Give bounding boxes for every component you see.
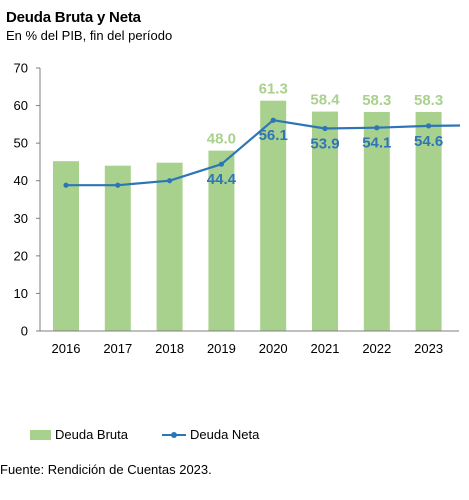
point-deuda-neta-2016 [63,182,69,188]
data-label-deuda-neta: 53.9 [310,135,339,152]
bar-deuda-bruta-2019 [208,150,235,331]
legend-swatch-line [162,430,186,440]
data-label-deuda-bruta: 58.4 [310,92,340,109]
point-deuda-neta-2021 [322,125,328,132]
bar-deuda-bruta-2017 [104,165,131,331]
y-tick-label: 60 [14,98,28,113]
data-label-deuda-bruta: 58.3 [414,92,443,109]
bar-deuda-bruta-2018 [156,162,183,331]
x-tick-label: 2020 [259,341,288,356]
point-deuda-neta-2022 [374,125,380,131]
x-tick-label: 2018 [155,341,184,356]
data-label-deuda-neta: 56.1 [259,127,288,144]
legend-label-deuda-neta: Deuda Neta [190,427,260,442]
x-tick-label: 2023 [414,341,443,356]
data-label-deuda-bruta: 61.3 [259,81,288,98]
bar-deuda-bruta-2023 [415,111,442,331]
legend-item-deuda-bruta: Deuda Bruta [30,427,128,442]
x-tick-label: 2021 [311,341,340,356]
debt-chart: 0 10 20 30 40 50 60 70 2016 2017 2018 2019 2020 2021 2… [14,61,461,356]
y-tick-label: 30 [14,211,28,226]
y-tick-label: 10 [14,286,28,301]
x-tick-label: 2022 [362,341,391,356]
y-tick-label: 40 [14,173,28,188]
legend-swatch-bar [30,429,51,440]
y-tick-label: 0 [21,324,28,339]
point-deuda-neta-2017 [115,182,121,188]
point-deuda-neta-2019 [218,161,224,167]
data-label-deuda-neta: 54.1 [362,135,391,152]
data-label-deuda-neta: 54.6 [414,133,443,150]
y-tick-label: 70 [14,61,28,76]
point-deuda-neta-2020 [270,117,276,123]
chart-subtitle: En % del PIB, fin del período [6,28,173,43]
point-deuda-neta-2018 [167,178,173,184]
bar-deuda-bruta-2022 [363,111,390,331]
legend-label-deuda-bruta: Deuda Bruta [55,427,128,442]
chart-title: Deuda Bruta y Neta [6,9,141,26]
bar-deuda-bruta-2020 [260,100,287,332]
legend-item-deuda-neta: Deuda Neta [162,427,259,442]
chart-legend: Deuda Bruta Deuda Neta [30,427,293,442]
bar-deuda-bruta-2016 [53,161,79,331]
data-label-deuda-bruta: 58.3 [362,92,391,109]
bar-deuda-bruta-2021 [312,111,338,331]
data-label-deuda-bruta: 48.0 [207,131,236,148]
y-tick-label: 50 [14,136,28,151]
point-deuda-neta-2023 [426,123,432,129]
x-tick-label: 2019 [207,341,236,356]
y-tick-label: 20 [14,248,28,263]
x-tick-label: 2017 [103,341,132,356]
source-note: Fuente: Rendición de Cuentas 2023. [0,462,212,477]
data-label-deuda-neta: 44.4 [207,171,237,188]
x-tick-label: 2016 [52,341,81,356]
